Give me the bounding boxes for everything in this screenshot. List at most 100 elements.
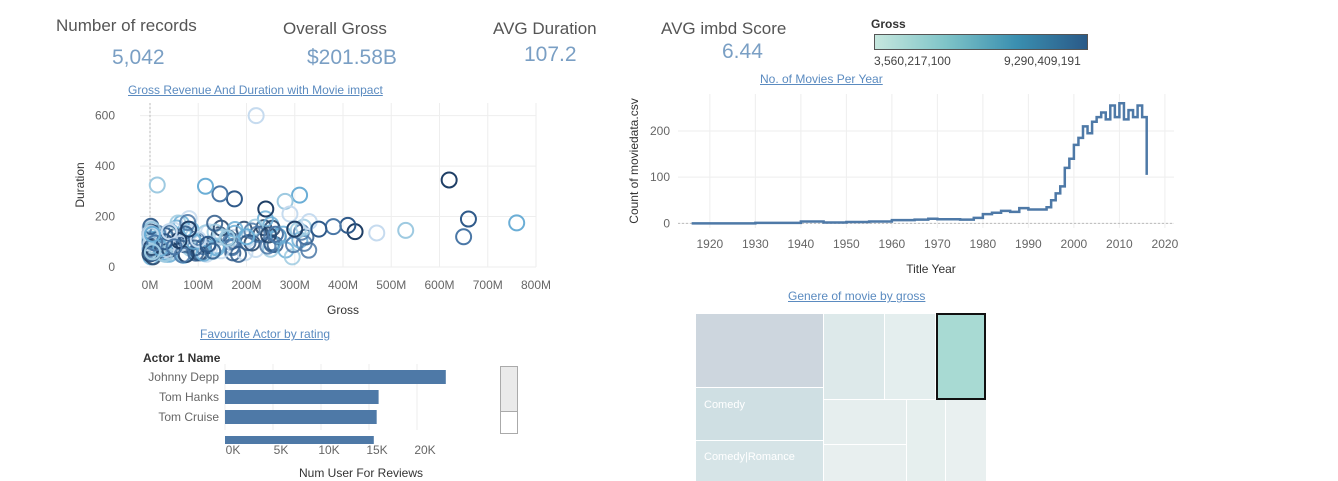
actor-list-scrollbar[interactable] (500, 366, 518, 434)
treemap-cell-selected[interactable] (936, 313, 986, 400)
kpi-imdb-title: AVG imbd Score (661, 19, 787, 38)
movies-per-year-line-chart[interactable]: 1920 1930 1940 1950 1960 1970 1980 1990 2000 2010… (626, 86, 1182, 280)
line-x-tick: 1960 (879, 237, 906, 251)
scatter-point-cluster (246, 218, 264, 236)
scatter-x-tick: 0M (142, 278, 159, 292)
line-x-tick: 2020 (1152, 237, 1179, 251)
treemap-cell-9[interactable] (907, 400, 946, 481)
scatter-point (257, 200, 275, 218)
scatter-point (238, 228, 255, 246)
line-y-tick: 200 (650, 124, 670, 138)
actor-column-header[interactable]: Actor 1 Name (143, 351, 221, 365)
kpi-gross-title: Overall Gross (283, 19, 387, 38)
kpi-duration-value: 107.2 (524, 43, 577, 66)
treemap-cell-comedy-romance[interactable] (696, 441, 823, 481)
treemap-cell-3[interactable] (885, 314, 936, 399)
scatter-y-axis-title: Duration (73, 162, 87, 207)
scatter-point-cluster (283, 248, 301, 266)
line-x-tick: 1940 (788, 237, 815, 251)
gross-color-legend[interactable] (874, 34, 1088, 50)
scatter-y-tick: 0 (108, 260, 115, 274)
scatter-point (225, 190, 243, 208)
bar-label: Johnny Depp (148, 370, 219, 384)
scatter-y-tick: 200 (95, 210, 115, 224)
scatter-point (368, 224, 386, 242)
scatter-point-cluster (256, 210, 274, 228)
scatter-point (218, 229, 236, 247)
scrollbar-thumb[interactable] (501, 367, 517, 412)
scatter-point (324, 218, 342, 236)
scatter-point-cluster (260, 226, 278, 244)
bar-x-tick: 15K (366, 443, 387, 457)
bar-x-axis-title: Num User For Reviews (299, 466, 423, 480)
treemap-title[interactable]: Genere of movie by gross (788, 289, 926, 303)
treemap-label-comedy: Comedy (704, 399, 745, 411)
movies-per-year-line (691, 101, 1148, 225)
scatter-point (266, 225, 284, 243)
kpi-records-value: 5,042 (112, 46, 165, 69)
line-x-tick: 1930 (742, 237, 769, 251)
line-x-tick: 1950 (833, 237, 860, 251)
scatter-point (508, 214, 526, 232)
scatter-x-tick: 800M (521, 278, 550, 292)
scatter-point (310, 220, 328, 238)
kpi-records-title: Number of records (56, 16, 197, 35)
line-x-axis-title: Title Year (906, 262, 956, 276)
scatter-point-cluster (230, 245, 248, 263)
scatter-point (455, 228, 473, 246)
treemap-cell-7[interactable] (824, 400, 907, 445)
scatter-point (397, 221, 415, 239)
treemap-cell-drama[interactable] (696, 314, 824, 388)
line-x-tick: 1920 (697, 237, 724, 251)
bar-clip-mask (120, 430, 500, 436)
scatter-title[interactable]: Gross Revenue And Duration with Movie im… (128, 83, 383, 97)
legend-min-label: 3,560,217,100 (874, 54, 951, 68)
scatter-point-cluster (243, 222, 261, 240)
scatter-point (143, 243, 161, 261)
scatter-point (146, 234, 164, 252)
line-y-axis-title: Count of moviedata.csv (627, 98, 641, 223)
bar-x-tick: 10K (318, 443, 339, 457)
bar-x-tick: 0K (226, 443, 241, 457)
scatter-point (196, 177, 214, 195)
treemap-cell-2[interactable] (824, 314, 885, 399)
line-y-tick: 100 (650, 170, 670, 184)
bar-chart-title[interactable]: Favourite Actor by rating (200, 327, 331, 341)
scatter-point (160, 223, 178, 241)
scatter-point (291, 186, 309, 204)
line-x-tick: 2000 (1061, 237, 1088, 251)
scatter-point-cluster (259, 237, 277, 255)
kpi-gross-value: $201.58B (307, 46, 397, 69)
gross-duration-scatter[interactable]: 0M 100M 200M 300M 400M 500M 600M 700M 800M 0 200 40… (70, 95, 550, 320)
bar-x-tick: 5K (274, 443, 289, 457)
genre-treemap[interactable]: Comedy Comedy|Romance (696, 313, 988, 481)
legend-title: Gross (871, 17, 906, 31)
scatter-point (286, 220, 304, 238)
treemap-cell-comedy[interactable] (696, 388, 823, 441)
treemap-label-comedy-romance: Comedy|Romance (704, 451, 795, 463)
favourite-actor-bar-chart[interactable]: 0K 5K 10K 15K 20K Johnny Depp Tom Hanks Tom Cru… (120, 364, 500, 481)
scatter-x-tick: 700M (473, 278, 503, 292)
scatter-point (211, 185, 229, 203)
line-x-tick: 1990 (1015, 237, 1042, 251)
scatter-point (281, 205, 299, 223)
scatter-point (199, 235, 217, 253)
treemap-cell-8[interactable] (824, 445, 907, 481)
scatter-x-tick: 300M (280, 278, 310, 292)
line-chart-title[interactable]: No. of Movies Per Year (760, 72, 883, 86)
bar-tom-cruise (225, 410, 377, 424)
scatter-point (440, 171, 458, 189)
scatter-point (180, 220, 198, 238)
scatter-x-axis-title: Gross (327, 303, 359, 317)
bar-x-tick: 20K (414, 443, 435, 457)
scatter-x-tick: 400M (328, 278, 358, 292)
kpi-duration-title: AVG Duration (493, 19, 597, 38)
scatter-point (148, 176, 166, 194)
scatter-x-tick: 200M (231, 278, 261, 292)
scatter-point (189, 230, 207, 248)
scatter-x-tick: 100M (183, 278, 213, 292)
treemap-cell-10[interactable] (946, 400, 986, 481)
legend-max-label: 9,290,409,191 (1004, 54, 1081, 68)
bar-johnny-depp (225, 370, 446, 384)
scatter-point-cluster (300, 241, 318, 259)
